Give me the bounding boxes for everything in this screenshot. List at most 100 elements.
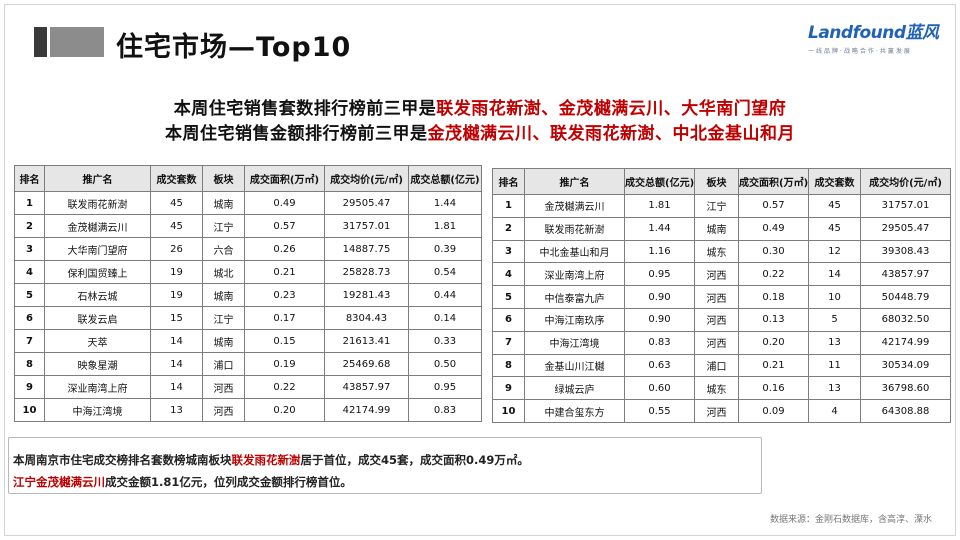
column-header: 成交均价(元/㎡) [324, 165, 409, 192]
table-cell: 43857.97 [324, 375, 409, 399]
table-cell: 浦口 [694, 353, 739, 378]
rank-cell: 7 [14, 329, 45, 353]
table-cell: 中北金基山和月 [524, 239, 625, 264]
table-cell: 21613.41 [324, 329, 409, 353]
table-cell: 金基山川江樾 [524, 353, 625, 378]
table-cell: 31757.01 [324, 214, 409, 238]
table-cell: 1.16 [624, 239, 695, 264]
summary-line-2-highlight: 江宁金茂樾满云川 [13, 475, 105, 489]
headline-amount-highlight: 金茂樾满云川、联发雨花新澍、中北金基山和月 [427, 124, 795, 144]
table-cell: 15 [150, 306, 203, 330]
table-cell: 绿城云庐 [524, 376, 625, 401]
table-cell: 0.90 [624, 285, 695, 309]
rank-cell: 6 [14, 306, 45, 330]
table-cell: 8304.43 [324, 306, 409, 330]
table-cell: 城南 [202, 191, 245, 215]
table-cell: 0.23 [244, 283, 325, 307]
table-cell: 13 [150, 398, 203, 422]
table-cell: 0.50 [408, 352, 482, 376]
table-cell: 30534.09 [860, 353, 951, 378]
column-header: 板块 [202, 165, 245, 192]
table-row: 8 金基山川江樾 0.63 浦口 0.21 11 30534.09 [492, 353, 951, 378]
rank-cell: 5 [492, 285, 525, 309]
table-count-ranking: 排名 推广名 成交套数 板块 成交面积(万㎡) 成交均价(元/㎡) 成交总额(亿元) 1 联发… [14, 165, 482, 422]
table-header-row: 排名 推广名 成交总额(亿元) 板块 成交面积(万㎡) 成交套数 成交均价(元/㎡) [492, 168, 951, 195]
table-cell: 0.57 [244, 214, 325, 238]
slide-frame [4, 4, 956, 536]
table-cell: 城南 [202, 329, 245, 353]
table-cell: 0.49 [738, 216, 809, 241]
column-header: 排名 [492, 168, 525, 195]
table-cell: 城东 [694, 239, 739, 264]
table-cell: 0.18 [738, 285, 809, 309]
data-source-note: 数据来源：金刚石数据库，含高淳、溧水 [769, 515, 932, 525]
table-cell: 河西 [694, 399, 739, 423]
brand-logo: Landfound蓝风 一线品牌·战略合作·共赢发展 [808, 18, 940, 58]
table-row: 10 中海江湾境 13 河西 0.20 42174.99 0.83 [14, 398, 482, 422]
table-cell: 0.83 [408, 398, 482, 422]
table-cell: 大华南门望府 [44, 237, 151, 261]
table-cell: 河西 [694, 262, 739, 287]
rank-cell: 4 [492, 262, 525, 287]
table-cell: 1.44 [624, 216, 695, 241]
table-cell: 金茂樾满云川 [524, 194, 625, 218]
table-cell: 11 [808, 353, 861, 378]
table-header-row: 排名 推广名 成交套数 板块 成交面积(万㎡) 成交均价(元/㎡) 成交总额(亿元) [14, 165, 482, 192]
table-cell: 河西 [694, 330, 739, 355]
table-cell: 0.20 [244, 398, 325, 422]
rank-cell: 3 [14, 237, 45, 261]
headline-count: 本周住宅销售套数排行榜前三甲是联发雨花新澍、金茂樾满云川、大华南门望府 [0, 94, 960, 119]
summary-line-1-highlight: 联发雨花新澍 [231, 453, 301, 467]
table-cell: 中信泰富九庐 [524, 285, 625, 309]
column-header: 成交套数 [150, 165, 203, 192]
rank-cell: 2 [492, 216, 525, 241]
table-cell: 联发雨花新澍 [44, 191, 151, 215]
table-cell: 10 [808, 285, 861, 309]
rank-cell: 8 [492, 353, 525, 378]
table-cell: 中海江南玖序 [524, 307, 625, 332]
rank-cell: 10 [14, 398, 45, 422]
table-cell: 0.20 [738, 330, 809, 355]
table-cell: 0.49 [244, 191, 325, 215]
column-header: 成交套数 [808, 168, 861, 195]
table-cell: 0.55 [624, 399, 695, 423]
table-cell: 河西 [694, 307, 739, 332]
table-row: 4 保利国贸臻上 19 城北 0.21 25828.73 0.54 [14, 260, 482, 284]
table-cell: 城南 [694, 216, 739, 241]
table-cell: 42174.99 [860, 330, 951, 355]
table-cell: 64308.88 [860, 399, 951, 423]
table-cell: 0.39 [408, 237, 482, 261]
table-cell: 0.19 [244, 352, 325, 376]
headline-count-highlight: 联发雨花新澍、金茂樾满云川、大华南门望府 [436, 99, 787, 119]
table-row: 10 中建合玺东方 0.55 河西 0.09 4 64308.88 [492, 399, 951, 423]
table-cell: 中海江湾境 [44, 398, 151, 422]
summary-line-1-prefix: 本周南京市住宅成交榜排名套数榜城南板块 [13, 453, 232, 467]
rank-cell: 1 [492, 194, 525, 218]
table-cell: 城北 [202, 260, 245, 284]
table-cell: 联发云启 [44, 306, 151, 330]
table-row: 5 中信泰富九庐 0.90 河西 0.18 10 50448.79 [492, 285, 951, 309]
table-cell: 29505.47 [860, 216, 951, 241]
table-cell: 0.57 [738, 194, 809, 218]
table-cell: 0.60 [624, 376, 695, 401]
table-cell: 城南 [202, 283, 245, 307]
table-cell: 0.13 [738, 307, 809, 332]
table-cell: 19 [150, 283, 203, 307]
table-cell: 0.30 [738, 239, 809, 264]
table-row: 1 金茂樾满云川 1.81 江宁 0.57 45 31757.01 [492, 194, 951, 218]
rank-cell: 2 [14, 214, 45, 238]
table-cell: 45 [808, 216, 861, 241]
table-cell: 39308.43 [860, 239, 951, 264]
table-cell: 0.22 [244, 375, 325, 399]
table-cell: 浦口 [202, 352, 245, 376]
table-cell: 13 [808, 330, 861, 355]
table-row: 9 绿城云庐 0.60 城东 0.16 13 36798.60 [492, 376, 951, 401]
table-cell: 19281.43 [324, 283, 409, 307]
rank-cell: 8 [14, 352, 45, 376]
table-cell: 19 [150, 260, 203, 284]
table-cell: 0.63 [624, 353, 695, 378]
rank-cell: 7 [492, 330, 525, 355]
table-cell: 43857.97 [860, 262, 951, 287]
table-cell: 0.09 [738, 399, 809, 423]
table-cell: 1.81 [408, 214, 482, 238]
